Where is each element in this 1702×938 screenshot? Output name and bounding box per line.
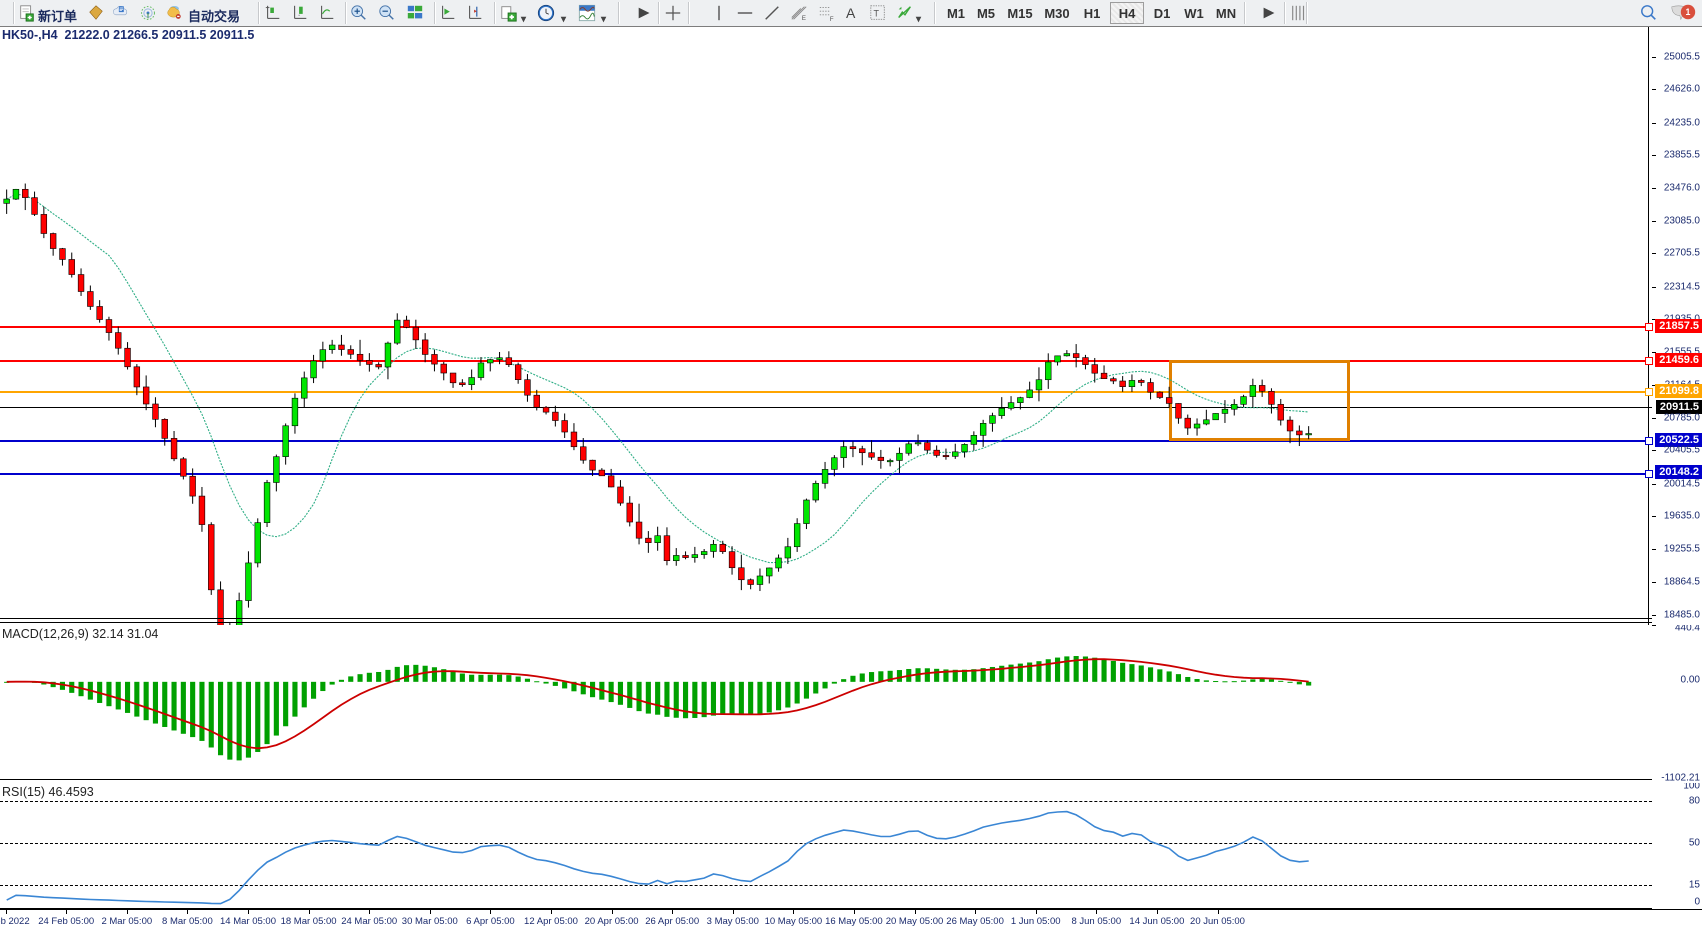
svg-text:1: 1	[1686, 7, 1691, 17]
svg-text:T: T	[874, 9, 880, 19]
svg-text:F: F	[830, 16, 834, 22]
svg-text:E: E	[802, 15, 806, 22]
